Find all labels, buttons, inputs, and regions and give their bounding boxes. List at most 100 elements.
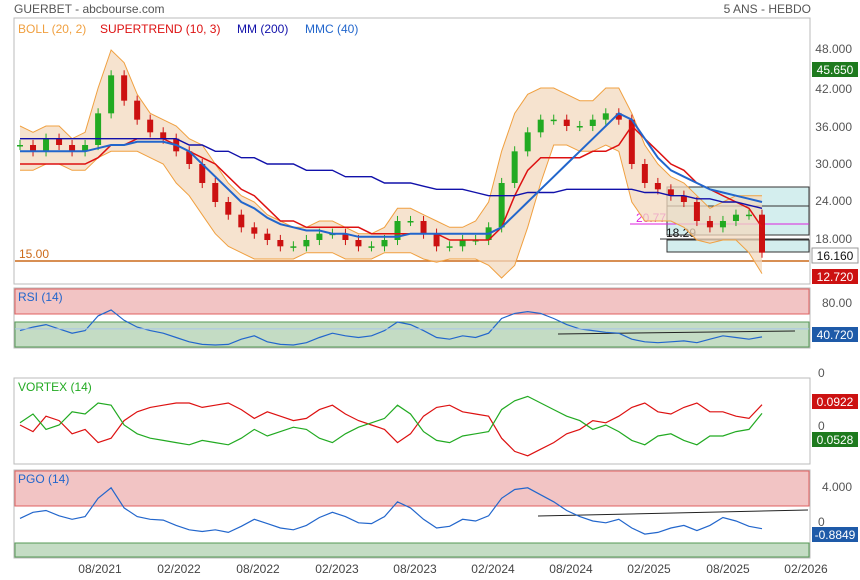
candle-body: [108, 75, 115, 114]
x-tick: 02/2025: [627, 562, 671, 576]
candle-body: [589, 119, 596, 126]
pgo-oversold-zone: [14, 542, 810, 558]
candle-body: [238, 214, 245, 228]
legend-mm200: MM (200): [237, 22, 288, 36]
main-legend: BOLL (20, 2) SUPERTREND (10, 3) MM (200)…: [18, 22, 358, 36]
x-axis: 08/2021 02/2022 08/2022 02/2023 08/2023 …: [78, 562, 828, 576]
y-tick: 24.000: [815, 194, 852, 208]
candle-body: [121, 75, 128, 101]
candle-body: [225, 202, 232, 215]
candle-body: [680, 195, 687, 202]
candle-body: [290, 246, 297, 248]
candle-body: [706, 221, 713, 228]
candle-body: [628, 119, 635, 164]
candle-body: [524, 132, 531, 152]
vortex-minus-line: [19, 395, 763, 446]
candle-body: [602, 113, 609, 120]
candle-body: [277, 240, 284, 247]
candle-body: [342, 233, 349, 240]
candle-body: [186, 151, 193, 164]
candle-body: [615, 113, 622, 120]
pgo-line: [19, 486, 763, 535]
vortex-plus-line: [19, 402, 763, 457]
legend-supertrend: SUPERTREND (10, 3): [100, 22, 220, 36]
candle-body: [56, 138, 63, 145]
badge-vortex-neg: 0.0528: [817, 433, 854, 447]
candle-body: [381, 240, 388, 247]
x-tick: 08/2024: [549, 562, 593, 576]
x-tick: 08/2025: [706, 562, 750, 576]
candle-body: [667, 189, 674, 196]
y-tick: 48.000: [815, 42, 852, 56]
pgo-trendline: [537, 509, 809, 517]
indicator-lines: [20, 112, 763, 241]
candle-body: [355, 240, 362, 247]
badge-last: 16.160: [817, 249, 854, 263]
rsi-legend: RSI (14): [18, 290, 63, 304]
candle-body: [511, 151, 518, 183]
candle-body: [759, 214, 765, 253]
candle-body: [654, 183, 661, 190]
candle-body: [420, 221, 427, 234]
x-tick: 02/2022: [157, 562, 201, 576]
bollinger-lower-line: [20, 144, 763, 279]
x-tick: 02/2026: [784, 562, 828, 576]
candle-body: [498, 183, 505, 228]
candle-body: [251, 227, 258, 234]
candle-body: [30, 145, 37, 152]
price-y-axis: 48.000 42.000 36.000 30.000 24.000 18.00…: [815, 42, 852, 246]
x-tick: 08/2023: [393, 562, 437, 576]
candle-body: [69, 145, 76, 152]
x-tick: 08/2021: [78, 562, 122, 576]
oscillator-lines: [15, 309, 809, 535]
legend-boll: BOLL (20, 2): [18, 22, 86, 36]
candle-body: [368, 246, 375, 248]
rsi-y-tick: 80.00: [822, 296, 852, 310]
candle-body: [719, 221, 726, 228]
pgo-overbought-zone: [14, 470, 810, 507]
x-tick: 08/2022: [236, 562, 280, 576]
candle-body: [212, 183, 219, 202]
candle-body: [303, 240, 310, 247]
badge-pgo: -0.8849: [815, 528, 856, 542]
candle-body: [82, 145, 89, 152]
rsi-trendline: [557, 330, 796, 335]
badge-vortex-neg-bg: [812, 432, 858, 447]
y-tick: 18.000: [815, 232, 852, 246]
badge-bb-upper-bg: [812, 62, 858, 77]
badge-rsi-bg: [812, 327, 858, 342]
badge-bb-lower: 12.720: [817, 270, 854, 284]
y-tick: 30.000: [815, 157, 852, 171]
candle-body: [459, 240, 466, 247]
candle-body: [433, 233, 440, 247]
pgo-legend: PGO (14): [18, 472, 69, 486]
candle-body: [134, 100, 141, 120]
candle-body: [199, 164, 206, 183]
candle-body: [17, 145, 23, 147]
legend-mmc40: MMC (40): [305, 22, 358, 36]
candle-body: [745, 214, 752, 217]
candle-body: [95, 113, 102, 145]
rsi-overbought-zone: [14, 288, 810, 315]
badge-vortex-pos: 0.0922: [817, 395, 854, 409]
pgo-y-tick-zero: 0: [818, 515, 825, 529]
rsi-oversold-zone: [14, 321, 810, 348]
y-tick: 36.000: [815, 120, 852, 134]
period-label: 5 ANS - HEBDO: [724, 2, 811, 16]
candle-body: [43, 138, 50, 152]
badge-bb-upper: 45.650: [817, 63, 854, 77]
bollinger-fill: [20, 50, 762, 278]
chart-title: GUERBET - abcbourse.com: [14, 2, 165, 16]
candle-body: [537, 119, 544, 133]
price-badges: 45.650 16.160 12.720: [811, 62, 859, 284]
price-candles: [17, 70, 765, 258]
rsi-y-tick-zero: 0: [818, 366, 825, 380]
badge-last-bg: [811, 247, 859, 264]
candle-body: [693, 202, 700, 221]
badge-rsi: 40.720: [817, 328, 854, 342]
vortex-y-tick-zero: 0: [818, 419, 825, 433]
mmc40-line: [20, 112, 763, 238]
candle-body: [394, 221, 401, 240]
candle-body: [563, 119, 570, 126]
x-tick: 02/2023: [315, 562, 359, 576]
